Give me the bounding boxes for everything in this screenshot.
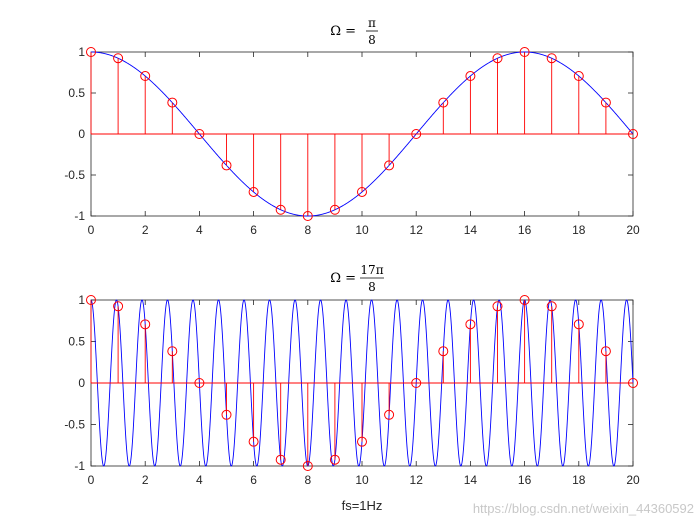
stem-marker [600,346,611,357]
stem-marker [384,160,395,171]
y-tick-label: -0.5 [64,168,85,182]
title-numerator: 17π [360,263,383,277]
title-lhs: Ω = [330,24,356,39]
y-tick-label: -1 [74,209,85,223]
stem-marker [302,461,313,471]
x-tick-label: 12 [410,473,424,487]
x-tick-label: 12 [410,223,424,237]
stem-marker [248,186,259,197]
title-denominator: 8 [368,33,376,47]
stem-marker [302,211,313,221]
x-tick-label: 4 [196,473,203,487]
stem-marker [546,301,557,312]
stem-marker [221,160,232,171]
stem-marker [600,97,611,108]
x-tick-label: 4 [196,223,203,237]
stem-marker [492,53,503,64]
title-lhs: Ω = [330,271,356,286]
stem-marker [573,71,584,82]
stem-marker [167,97,178,108]
stem-marker [438,97,449,108]
y-tick-label: 0 [78,127,85,141]
x-tick-label: 20 [626,473,640,487]
continuous-signal-line [90,299,634,467]
stem-marker [519,47,530,57]
y-tick-label: -1 [74,459,85,473]
x-tick-label: 18 [572,223,586,237]
x-tick-label: 10 [355,223,369,237]
stem-marker [573,319,584,330]
stem-marker [194,129,205,139]
x-tick-label: 16 [518,473,532,487]
stem-marker [113,53,124,64]
x-tick-label: 20 [626,223,640,237]
x-tick-label: 18 [572,473,586,487]
stem-marker [519,295,530,305]
x-tick-label: 2 [142,473,149,487]
stem-marker [438,346,449,357]
stem-marker [140,71,151,82]
x-tick-label: 6 [250,223,257,237]
x-tick-label: 2 [142,223,149,237]
stem-marker [329,204,340,215]
x-tick-label: 10 [355,473,369,487]
x-tick-label: 14 [464,223,478,237]
x-tick-label: 16 [518,223,532,237]
subplot-2: 0 2 4 6 8 10 12 14 16 18 20 -1 -0.5 0 0.5 1 Ω = 17π 8 fs=1H… [64,263,640,513]
x-axis-label: fs=1Hz [342,498,383,513]
stem-marker [357,186,367,197]
stem-marker [113,301,124,312]
stem-marker [275,454,286,465]
y-tick-label: 0.5 [68,335,85,349]
stem-marker [329,454,340,465]
y-tick-label: 1 [78,45,85,59]
stem-marker [86,295,96,305]
stem-marker [465,319,476,330]
subplot-1: 0 2 4 6 8 10 12 14 16 18 20 -1 -0.5 0 0.5 1 Ω = π 8 [64,16,640,237]
stem-marker [86,47,96,57]
x-tick-label: 14 [464,473,478,487]
stem-marker [384,409,395,420]
y-tick-label: 0.5 [68,86,85,100]
watermark-text: https://blog.csdn.net/weixin_44360592 [473,501,694,516]
x-tick-label: 0 [88,223,95,237]
stem-marker [140,319,151,330]
y-tick-label: 1 [78,293,85,307]
stem-marker [492,301,503,312]
stem-marker [546,53,557,64]
stem-marker [357,436,367,447]
stem-marker [167,346,178,357]
x-tick-label: 6 [250,473,257,487]
title-denominator: 8 [368,280,376,294]
y-tick-label: 0 [78,376,85,390]
stem-marker [628,378,638,388]
continuous-signal-line [91,51,634,217]
stem-marker [194,378,205,388]
stem-marker [465,71,476,82]
title-numerator: π [368,16,376,30]
stem-marker [411,129,422,139]
y-tick-label: -0.5 [64,418,85,432]
stem-marker [248,436,259,447]
x-tick-label: 0 [88,473,95,487]
stem-marker [411,378,422,388]
x-tick-label: 8 [304,473,311,487]
stem-marker [275,204,286,215]
x-tick-label: 8 [304,223,311,237]
stem-marker [221,409,232,420]
stem-marker [628,129,638,139]
